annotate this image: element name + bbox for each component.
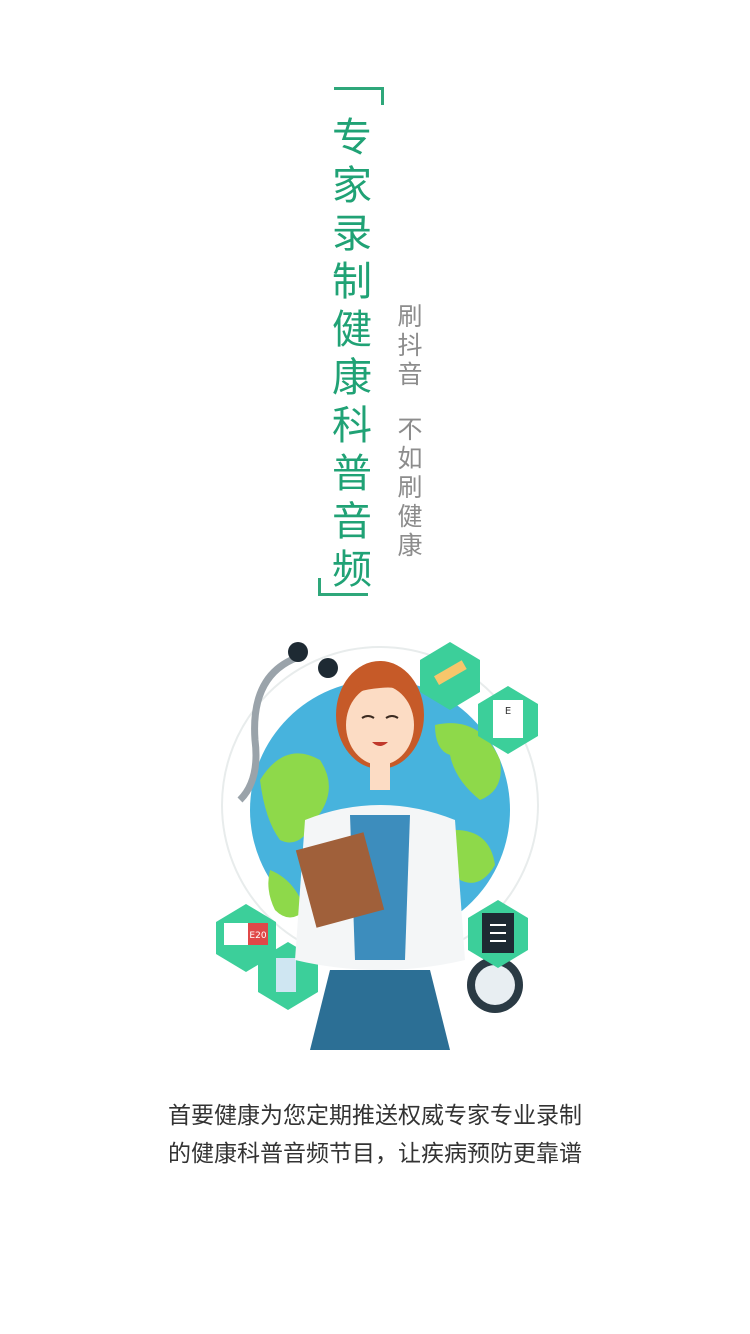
eye-chart-icon: E bbox=[478, 686, 538, 754]
description-line-2: 的健康科普音频节目，让疾病预防更靠谱 bbox=[168, 1141, 582, 1167]
xray-icon bbox=[468, 900, 528, 968]
title-bracket-top bbox=[334, 87, 384, 105]
description-line-1: 首要健康为您定期推送权威专家专业录制 bbox=[168, 1103, 582, 1129]
clipboard-icon bbox=[295, 832, 385, 928]
title-bracket-bottom bbox=[318, 578, 368, 596]
slogan-line-1: 刷抖音 bbox=[397, 302, 423, 389]
ambulance-icon: E20 bbox=[216, 904, 276, 972]
slogan-line-2: 不如刷健康 bbox=[397, 415, 423, 560]
doctor-illustration: E E20 bbox=[216, 642, 539, 1050]
description: 首要健康为您定期推送权威专家专业录制 的健康科普音频节目，让疾病预防更靠谱 bbox=[100, 1097, 650, 1173]
syringe-icon bbox=[420, 642, 480, 710]
main-title: 专家录制健康科普音频 bbox=[332, 115, 372, 593]
svg-text:E20: E20 bbox=[249, 931, 266, 941]
svg-text:E: E bbox=[505, 706, 511, 717]
